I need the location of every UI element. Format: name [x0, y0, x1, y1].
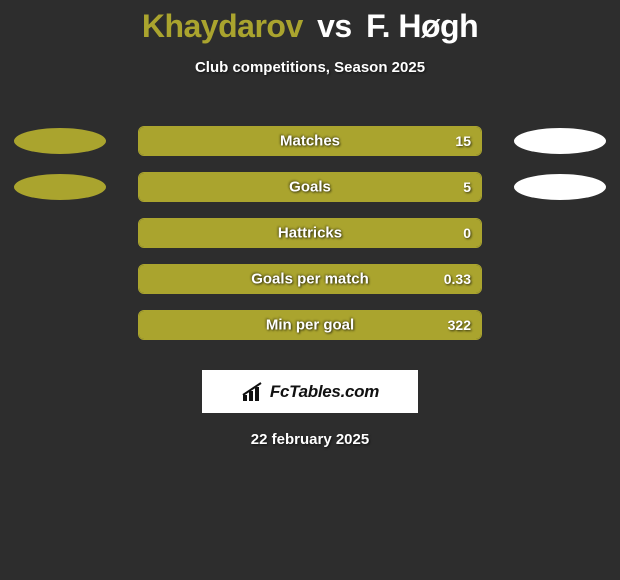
- player2-name: F. Høgh: [366, 8, 478, 44]
- stat-value-p2: 0: [463, 225, 471, 241]
- stat-label: Min per goal: [266, 317, 354, 334]
- stat-row: Min per goal 322: [0, 302, 620, 348]
- player2-badge: [514, 174, 606, 200]
- stat-row: Goals 5: [0, 164, 620, 210]
- stat-label: Goals per match: [251, 271, 369, 288]
- stat-row: Matches 15: [0, 118, 620, 164]
- page-title: Khaydarov vs F. Høgh: [0, 8, 620, 45]
- stat-bar: Matches 15: [138, 126, 482, 156]
- player1-name: Khaydarov: [142, 8, 303, 44]
- stat-value-p2: 5: [463, 179, 471, 195]
- stat-value-p2: 0.33: [444, 271, 471, 287]
- stats-list: Matches 15 Goals 5 Hattricks 0 Goals per match…: [0, 118, 620, 348]
- brand-text: FcTables.com: [270, 382, 379, 402]
- stat-label: Hattricks: [278, 225, 342, 242]
- infographic-root: Khaydarov vs F. Høgh Club competitions, …: [0, 0, 620, 448]
- stat-value-p2: 322: [448, 317, 471, 333]
- footer-date: 22 february 2025: [0, 431, 620, 448]
- brand-logo: FcTables.com: [202, 370, 418, 413]
- stat-label: Matches: [280, 133, 340, 150]
- stat-bar: Min per goal 322: [138, 310, 482, 340]
- stat-value-p2: 15: [455, 133, 471, 149]
- player1-badge: [14, 174, 106, 200]
- stat-bar: Goals 5: [138, 172, 482, 202]
- vs-text: vs: [317, 8, 352, 44]
- stat-label: Goals: [289, 179, 331, 196]
- bars-icon: [241, 381, 265, 403]
- subtitle: Club competitions, Season 2025: [0, 59, 620, 76]
- stat-row: Hattricks 0: [0, 210, 620, 256]
- player1-badge: [14, 128, 106, 154]
- player2-badge: [514, 128, 606, 154]
- stat-row: Goals per match 0.33: [0, 256, 620, 302]
- stat-bar: Hattricks 0: [138, 218, 482, 248]
- stat-bar: Goals per match 0.33: [138, 264, 482, 294]
